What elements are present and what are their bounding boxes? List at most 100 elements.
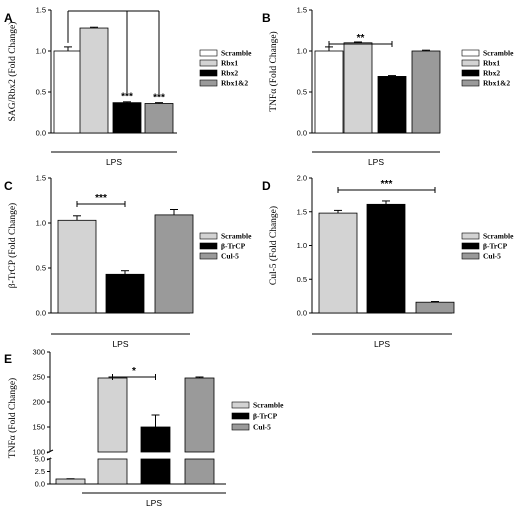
y-tick-label: 0.5 (297, 275, 307, 284)
bar (184, 377, 215, 453)
legend-swatch (199, 49, 218, 57)
y-tick-label: 1.0 (297, 241, 307, 250)
legend-swatch (199, 79, 218, 87)
legend-label: Scramble (221, 232, 252, 241)
y-tick-label: 0.5 (297, 88, 307, 97)
bar (154, 214, 194, 314)
y-axis-label: TNFα (Fold Change) (268, 31, 279, 111)
significance-label: * (132, 366, 136, 377)
y-tick-label: 1.0 (36, 219, 46, 228)
bar (184, 458, 215, 485)
bar (140, 426, 171, 453)
legend-swatch (231, 412, 250, 420)
legend-swatch (461, 232, 480, 240)
bar (79, 27, 109, 134)
legend-swatch (461, 252, 480, 260)
y-axis-label: Cul-5 (Fold Change) (268, 206, 279, 285)
legend-label: Cul-5 (253, 423, 271, 432)
group-label: LPS (106, 157, 122, 167)
y-tick-label: 250 (32, 373, 45, 382)
y-tick-label: 0.0 (36, 129, 46, 138)
panel-letter: A (4, 11, 13, 25)
legend-swatch (461, 59, 480, 67)
y-tick-label: 0.5 (36, 264, 46, 273)
y-tick-label: 1.0 (36, 47, 46, 56)
panel-letter: B (262, 11, 271, 25)
y-tick-label: 5.0 (35, 455, 45, 464)
y-tick-label: 2.0 (297, 174, 307, 183)
legend-swatch (461, 69, 480, 77)
panel-b: B 0.0 0.5 1.0 1.5 TNFα (Fold Change) ** Scrambl… (262, 6, 514, 168)
y-tick-label: 0.0 (297, 309, 307, 318)
panel-c: C 0.0 0.5 1.0 1.5 β-TrCP (Fold Change) *** Scra… (4, 174, 252, 350)
bar (55, 478, 86, 485)
legend-swatch (199, 242, 218, 250)
significance-label: *** (95, 193, 107, 204)
y-tick-label: 200 (32, 398, 45, 407)
y-tick-label: 0.0 (297, 129, 307, 138)
bar (377, 76, 407, 134)
y-tick-label: 300 (32, 348, 45, 357)
panel-e: E 100 150 200 250 300 0.0 2.5 5.0 TNFα (Fold Chan… (4, 348, 284, 508)
legend-label: Rbx1&2 (221, 79, 248, 88)
significance-label: *** (381, 179, 393, 190)
y-tick-label: 1.0 (297, 47, 307, 56)
legend-swatch (231, 423, 250, 431)
panel-letter: E (4, 352, 12, 366)
bar (314, 50, 344, 134)
y-axis-label: TNFα (Fold Change) (7, 378, 18, 458)
legend-label: Scramble (483, 49, 514, 58)
legend-label: Rbx2 (221, 69, 238, 78)
y-tick-label: 0.0 (35, 480, 45, 489)
y-tick-label: 1.5 (297, 207, 307, 216)
y-axis-label: SAG/Rbx2 (Fold Change) (7, 22, 18, 122)
bar (411, 50, 441, 134)
bar (97, 458, 128, 485)
bar (140, 458, 171, 485)
legend-label: β-TrCP (483, 242, 508, 251)
bar (415, 301, 455, 314)
group-label: LPS (368, 157, 384, 167)
y-tick-label: 2.5 (35, 467, 45, 476)
y-axis-label: β-TrCP (Fold Change) (7, 203, 18, 288)
significance-label: ** (357, 33, 365, 44)
group-label: LPS (112, 339, 128, 349)
legend-swatch (199, 69, 218, 77)
axis-break-gap (51, 453, 227, 458)
bar (366, 203, 406, 314)
significance-label: *** (153, 92, 165, 103)
legend-label: Scramble (483, 232, 514, 241)
legend-label: Cul-5 (221, 252, 239, 261)
y-tick-label: 1.5 (297, 6, 307, 15)
significance-label: *** (121, 92, 133, 103)
legend-label: β-TrCP (221, 242, 246, 251)
y-tick-label: 150 (32, 423, 45, 432)
panel-letter: C (4, 179, 13, 193)
y-tick-label: 0.5 (36, 88, 46, 97)
legend-swatch (231, 401, 250, 409)
bar (318, 212, 358, 314)
legend-label: Rbx1&2 (483, 79, 510, 88)
bar (97, 377, 128, 453)
y-tick-label: 1.5 (36, 174, 46, 183)
legend-swatch (461, 242, 480, 250)
bar (105, 273, 145, 314)
group-label: LPS (374, 339, 390, 349)
y-tick-label: 1.5 (36, 6, 46, 15)
legend-swatch (461, 49, 480, 57)
y-tick-label: 100 (32, 448, 45, 457)
legend-label: Scramble (253, 401, 284, 410)
group-label: LPS (146, 498, 162, 508)
bar (53, 50, 83, 134)
panel-letter: D (262, 179, 271, 193)
y-tick-label: 0.0 (36, 309, 46, 318)
legend-swatch (199, 232, 218, 240)
legend-swatch (461, 79, 480, 87)
bar (343, 42, 373, 134)
bar (112, 102, 142, 134)
bar (144, 103, 174, 134)
legend-label: Rbx1 (221, 59, 238, 68)
legend-label: Rbx2 (483, 69, 500, 78)
legend-swatch (199, 59, 218, 67)
